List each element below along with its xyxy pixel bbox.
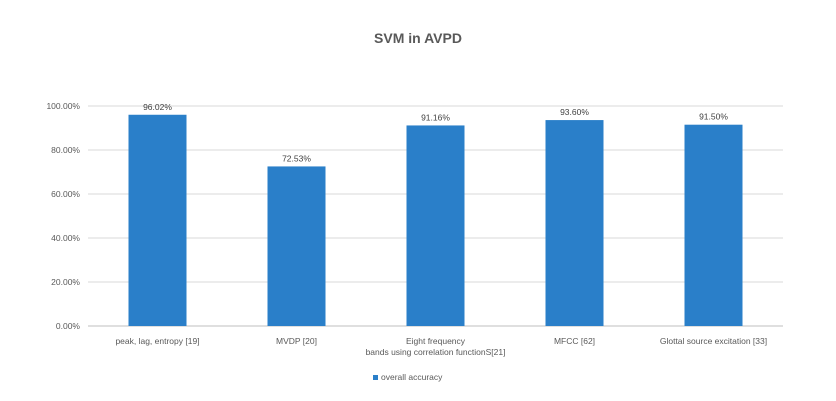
data-label: 96.02% (143, 102, 172, 112)
y-tick-label: 60.00% (51, 189, 80, 199)
y-axis: 0.00% 20.00% 40.00% 60.00% 80.00% 100.00% (46, 101, 80, 331)
legend-label: overall accuracy (381, 372, 443, 382)
legend: overall accuracy (373, 372, 443, 382)
legend-swatch (373, 375, 378, 380)
data-label: 72.53% (282, 153, 311, 163)
data-label: 91.50% (699, 112, 728, 122)
data-label: 91.16% (421, 112, 450, 122)
x-tick-label: MFCC [62] (554, 336, 595, 346)
x-tick-label: MVDP [20] (276, 336, 317, 346)
x-tick-label: Eight frequency bands using correlation f… (366, 336, 506, 357)
data-labels: 96.02% 72.53% 91.16% 93.60% 91.50% (143, 102, 728, 164)
bar (267, 166, 326, 326)
x-tick-label: Glottal source excitation [33] (660, 336, 767, 346)
y-tick-label: 20.00% (51, 277, 80, 287)
y-tick-label: 40.00% (51, 233, 80, 243)
y-tick-label: 80.00% (51, 145, 80, 155)
bar (406, 125, 465, 326)
x-axis: peak, lag, entropy [19] MVDP [20] Eight fr… (115, 336, 767, 357)
bar (128, 114, 187, 326)
bar (684, 124, 743, 326)
y-tick-label: 0.00% (56, 321, 81, 331)
x-tick-label: peak, lag, entropy [19] (115, 336, 199, 346)
bars (128, 114, 743, 326)
y-tick-label: 100.00% (46, 101, 80, 111)
chart-title: SVM in AVPD (374, 30, 462, 46)
bar (545, 120, 604, 326)
data-label: 93.60% (560, 107, 589, 117)
